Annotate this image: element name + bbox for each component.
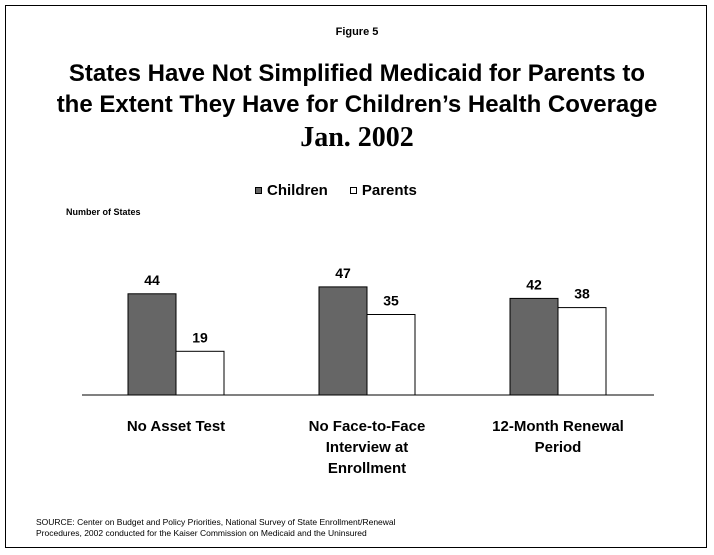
chart-subtitle-date: Jan. 2002 [300,122,414,153]
source-note-line-2: Procedures, 2002 conducted for the Kaise… [36,528,367,538]
legend-label-children: Children [267,181,328,199]
chart-title-line-1: States Have Not Simplified Medicaid for … [68,60,646,87]
data-label-children-1: 47 [335,265,351,281]
bar-parents-2 [557,307,607,396]
figure-label: Figure 5 [335,26,379,38]
legend-label-parents: Parents [361,181,417,199]
category-label-0: No Asset Test [127,418,225,435]
y-axis-label: Number of States [66,207,141,217]
bar-children-0 [127,293,177,396]
legend-item-parents: Parents [349,181,417,199]
bar-children-2 [509,297,559,396]
legend-swatch-children [255,186,262,194]
data-label-parents-1: 35 [383,293,399,309]
category-label-2: 12-Month Renewal Period [492,418,624,456]
data-label-children-2: 42 [526,276,542,292]
category-label-1: No Face-to-Face Interview at Enrollment [309,418,426,477]
data-label-children-0: 44 [144,272,160,288]
chart-title-line-2: the Extent They Have for Children’s Heal… [56,91,658,118]
bar-parents-0 [175,350,225,396]
data-label-parents-0: 19 [192,329,208,345]
bar-children-1 [318,286,368,396]
data-label-parents-2: 38 [574,286,590,302]
source-note: SOURCE: Center on Budget and Policy Prio… [36,517,656,539]
source-note-line-1: SOURCE: Center on Budget and Policy Prio… [36,517,396,527]
legend-item-children: Children [255,182,328,199]
legend-swatch-parents [349,186,357,194]
bar-parents-1 [366,314,416,396]
figure-frame [5,5,707,548]
chart-legend: Children Parents [255,181,439,199]
chart-title: States Have Not Simplified Medicaid for … [0,58,714,120]
